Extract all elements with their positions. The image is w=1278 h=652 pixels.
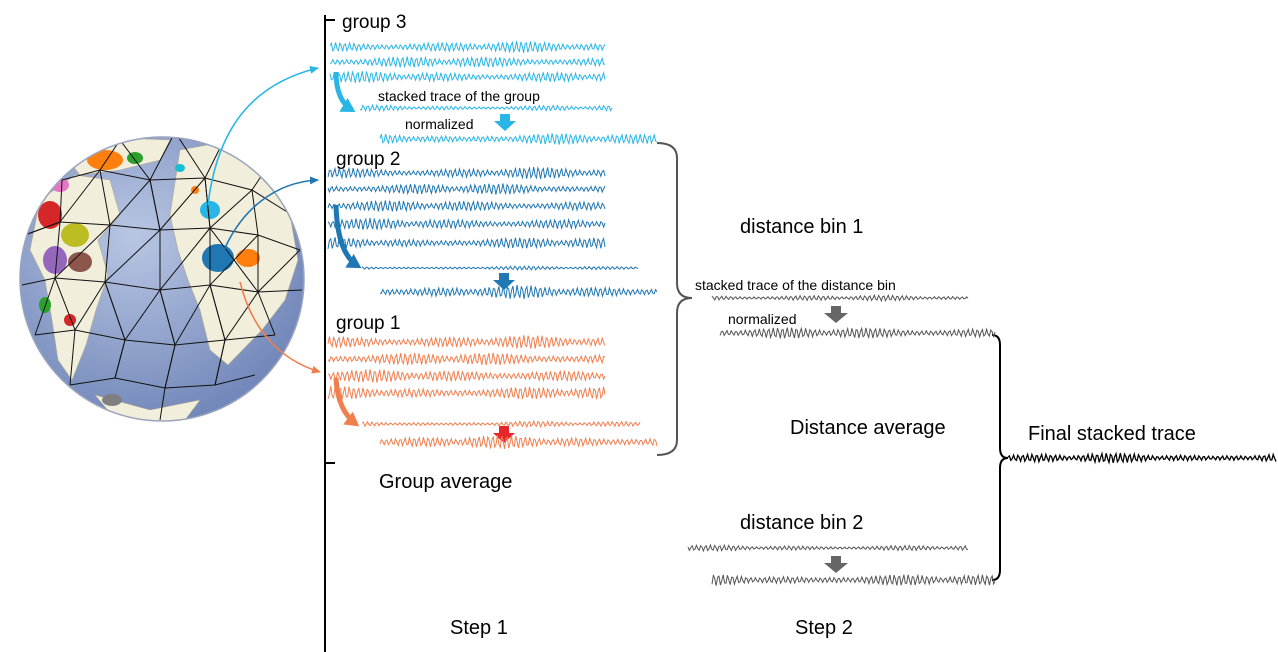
bin2-normalized-trace xyxy=(711,573,996,587)
down-arrow-icon xyxy=(494,114,516,131)
curved-arrow-to-group2 xyxy=(221,176,319,256)
stack-arrow-group3 xyxy=(333,71,356,113)
group3-trace xyxy=(329,70,606,84)
globe-grid xyxy=(21,137,303,421)
down-arrow-icon xyxy=(824,306,848,323)
group3-trace xyxy=(329,55,606,69)
stacked-distance-bin-label: stacked trace of the distance bin xyxy=(695,277,896,293)
distance-bin-2-label: distance bin 2 xyxy=(740,512,863,534)
group2-trace xyxy=(327,166,606,180)
bin1-normalized-trace xyxy=(719,326,996,340)
curved-arrow-to-group1 xyxy=(239,281,321,374)
curly-brace-icon xyxy=(656,142,693,456)
group1-trace xyxy=(327,335,606,349)
stacked-group-label: stacked trace of the group xyxy=(378,88,540,104)
group3-label: group 3 xyxy=(342,12,406,33)
group1-stacked-trace xyxy=(361,419,641,429)
group1-label: group 1 xyxy=(336,313,400,334)
down-arrow-icon xyxy=(493,426,515,443)
stack-arrow-group2 xyxy=(333,204,362,269)
group2-trace xyxy=(327,217,606,231)
step2-label: Step 2 xyxy=(795,617,853,639)
curved-arrow-to-group3 xyxy=(207,65,319,206)
distance-bin-1-label: distance bin 1 xyxy=(740,216,863,238)
group2-trace xyxy=(327,236,606,250)
group1-trace xyxy=(327,352,606,366)
down-arrow-icon xyxy=(824,556,848,573)
group3-stacked-trace xyxy=(359,103,613,113)
globe-icon xyxy=(19,136,305,422)
final-stacked-trace-label: Final stacked trace xyxy=(1028,423,1196,445)
normalized-group-label: normalized xyxy=(405,116,473,132)
curly-brace-icon xyxy=(991,334,1009,581)
group2-trace xyxy=(327,199,606,213)
waveform-traces xyxy=(327,40,1277,587)
group1-trace xyxy=(327,369,606,383)
group3-normalized-trace xyxy=(379,132,658,146)
group-average-label: Group average xyxy=(379,471,512,493)
normalized-bin-label: normalized xyxy=(728,311,796,327)
group2-label: group 2 xyxy=(336,149,400,170)
down-arrow-icon xyxy=(493,273,515,290)
group2-stacked-trace xyxy=(361,265,639,271)
bin1-stacked-trace xyxy=(711,293,969,303)
group2-trace xyxy=(327,183,606,196)
distance-average-label: Distance average xyxy=(790,417,946,439)
group1-normalized-trace xyxy=(379,435,658,450)
bin2-trace xyxy=(687,543,968,553)
step1-label: Step 1 xyxy=(450,617,508,639)
group3-trace xyxy=(329,40,606,54)
group2-normalized-trace xyxy=(379,284,658,300)
stack-arrow-group1 xyxy=(333,377,360,427)
station-clusters xyxy=(38,150,260,406)
group1-trace xyxy=(327,386,606,400)
final-stacked-trace xyxy=(1007,451,1277,465)
